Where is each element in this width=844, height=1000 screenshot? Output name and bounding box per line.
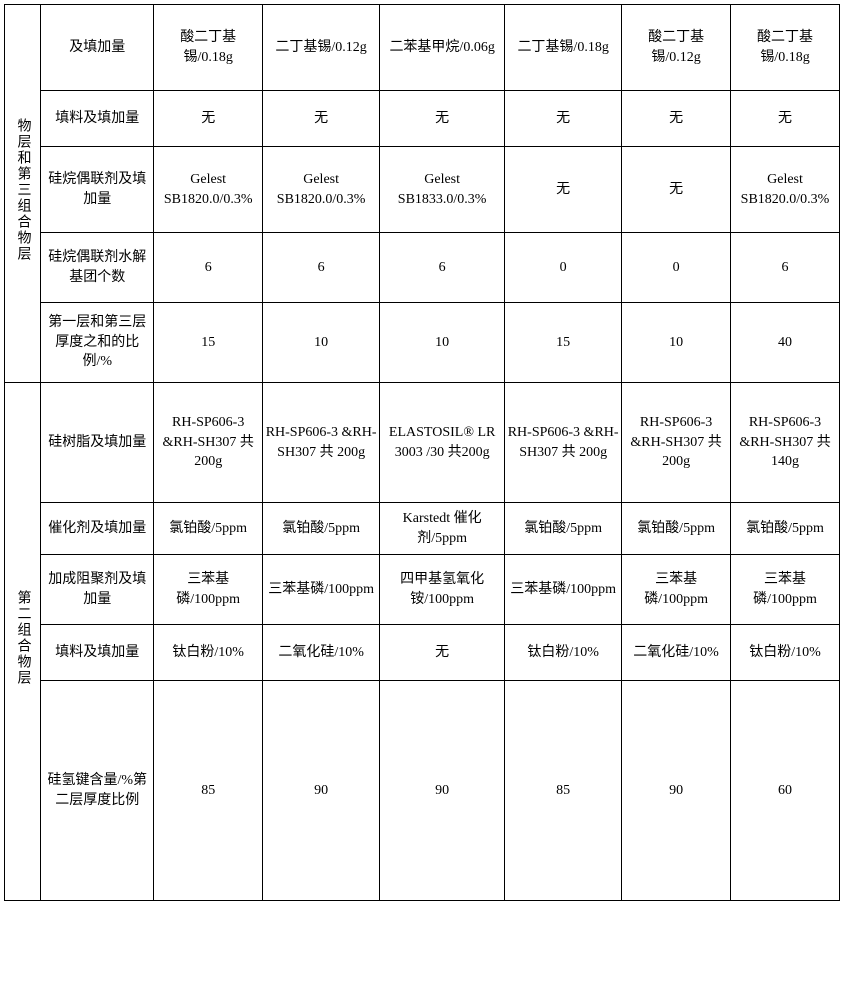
cell: 6: [263, 233, 380, 303]
cell: 90: [380, 681, 505, 901]
row-label: 加成阻聚剂及填加量: [41, 555, 154, 625]
cell: 三苯基磷/100ppm: [263, 555, 380, 625]
cell: 无: [505, 147, 622, 233]
cell: 10: [622, 303, 731, 383]
cell: 0: [622, 233, 731, 303]
cell: ELASTOSIL® LR 3003 /30 共200g: [380, 383, 505, 503]
cell: 无: [731, 91, 840, 147]
cell: RH-SP606-3 &RH-SH307 共 200g: [263, 383, 380, 503]
cell: 15: [154, 303, 263, 383]
row-label: 硅烷偶联剂水解基团个数: [41, 233, 154, 303]
cell: 二丁基锡/0.18g: [505, 5, 622, 91]
cell: 酸二丁基锡/0.18g: [154, 5, 263, 91]
cell: 氯铂酸/5ppm: [263, 503, 380, 555]
cell: 二苯基甲烷/0.06g: [380, 5, 505, 91]
row-label: 硅树脂及填加量: [41, 383, 154, 503]
cell: 0: [505, 233, 622, 303]
cell: 无: [622, 147, 731, 233]
group-label-text: 第二组合物层: [13, 588, 33, 688]
cell: 二氧化硅/10%: [263, 625, 380, 681]
cell: 二氧化硅/10%: [622, 625, 731, 681]
cell: Karstedt 催化剂/5ppm: [380, 503, 505, 555]
cell: RH-SP606-3 &RH-SH307 共200g: [154, 383, 263, 503]
cell: 三苯基磷/100ppm: [505, 555, 622, 625]
cell: RH-SP606-3 &RH-SH307 共200g: [622, 383, 731, 503]
table-row: 催化剂及填加量 氯铂酸/5ppm 氯铂酸/5ppm Karstedt 催化剂/5…: [5, 503, 840, 555]
cell: 无: [505, 91, 622, 147]
cell: 90: [622, 681, 731, 901]
cell: 酸二丁基锡/0.18g: [731, 5, 840, 91]
cell: Gelest SB1820.0/0.3%: [731, 147, 840, 233]
table-row: 物层和第三组合物层 及填加量 酸二丁基锡/0.18g 二丁基锡/0.12g 二苯…: [5, 5, 840, 91]
cell: 氯铂酸/5ppm: [505, 503, 622, 555]
cell: 钛白粉/10%: [505, 625, 622, 681]
cell: 氯铂酸/5ppm: [154, 503, 263, 555]
cell: 6: [154, 233, 263, 303]
cell: 无: [380, 91, 505, 147]
cell: 85: [154, 681, 263, 901]
table-row: 硅烷偶联剂及填加量 Gelest SB1820.0/0.3% Gelest SB…: [5, 147, 840, 233]
row-label: 及填加量: [41, 5, 154, 91]
cell: 氯铂酸/5ppm: [731, 503, 840, 555]
cell: 6: [731, 233, 840, 303]
cell: Gelest SB1833.0/0.3%: [380, 147, 505, 233]
row-label: 第一层和第三层厚度之和的比例/%: [41, 303, 154, 383]
cell: 酸二丁基锡/0.12g: [622, 5, 731, 91]
cell: 三苯基磷/100ppm: [622, 555, 731, 625]
cell: Gelest SB1820.0/0.3%: [263, 147, 380, 233]
cell: 三苯基磷/100ppm: [731, 555, 840, 625]
row-label: 填料及填加量: [41, 91, 154, 147]
cell: 15: [505, 303, 622, 383]
cell: RH-SP606-3 &RH-SH307 共 200g: [505, 383, 622, 503]
cell: 无: [622, 91, 731, 147]
row-label: 硅氢键含量/%第二层厚度比例: [41, 681, 154, 901]
table-row: 加成阻聚剂及填加量 三苯基磷/100ppm 三苯基磷/100ppm 四甲基氢氧化…: [5, 555, 840, 625]
row-label: 催化剂及填加量: [41, 503, 154, 555]
cell: 6: [380, 233, 505, 303]
table-row: 填料及填加量 钛白粉/10% 二氧化硅/10% 无 钛白粉/10% 二氧化硅/1…: [5, 625, 840, 681]
row-label: 填料及填加量: [41, 625, 154, 681]
cell: 10: [380, 303, 505, 383]
cell: RH-SP606-3 &RH-SH307 共140g: [731, 383, 840, 503]
table-row: 硅氢键含量/%第二层厚度比例 85 90 90 85 90 60: [5, 681, 840, 901]
cell: 无: [154, 91, 263, 147]
row-label: 硅烷偶联剂及填加量: [41, 147, 154, 233]
cell: 钛白粉/10%: [154, 625, 263, 681]
cell: 60: [731, 681, 840, 901]
cell: 40: [731, 303, 840, 383]
composition-table: 物层和第三组合物层 及填加量 酸二丁基锡/0.18g 二丁基锡/0.12g 二苯…: [4, 4, 840, 901]
cell: 四甲基氢氧化铵/100ppm: [380, 555, 505, 625]
table-body: 物层和第三组合物层 及填加量 酸二丁基锡/0.18g 二丁基锡/0.12g 二苯…: [5, 5, 840, 901]
cell: 三苯基磷/100ppm: [154, 555, 263, 625]
group-label-upper: 物层和第三组合物层: [5, 5, 41, 383]
table-row: 第二组合物层 硅树脂及填加量 RH-SP606-3 &RH-SH307 共200…: [5, 383, 840, 503]
table-row: 第一层和第三层厚度之和的比例/% 15 10 10 15 10 40: [5, 303, 840, 383]
group-label-lower: 第二组合物层: [5, 383, 41, 901]
cell: 无: [263, 91, 380, 147]
cell: 无: [380, 625, 505, 681]
cell: 10: [263, 303, 380, 383]
table-row: 硅烷偶联剂水解基团个数 6 6 6 0 0 6: [5, 233, 840, 303]
cell: 钛白粉/10%: [731, 625, 840, 681]
cell: Gelest SB1820.0/0.3%: [154, 147, 263, 233]
group-label-text: 物层和第三组合物层: [13, 118, 33, 262]
cell: 85: [505, 681, 622, 901]
cell: 90: [263, 681, 380, 901]
cell: 二丁基锡/0.12g: [263, 5, 380, 91]
cell: 氯铂酸/5ppm: [622, 503, 731, 555]
table-row: 填料及填加量 无 无 无 无 无 无: [5, 91, 840, 147]
